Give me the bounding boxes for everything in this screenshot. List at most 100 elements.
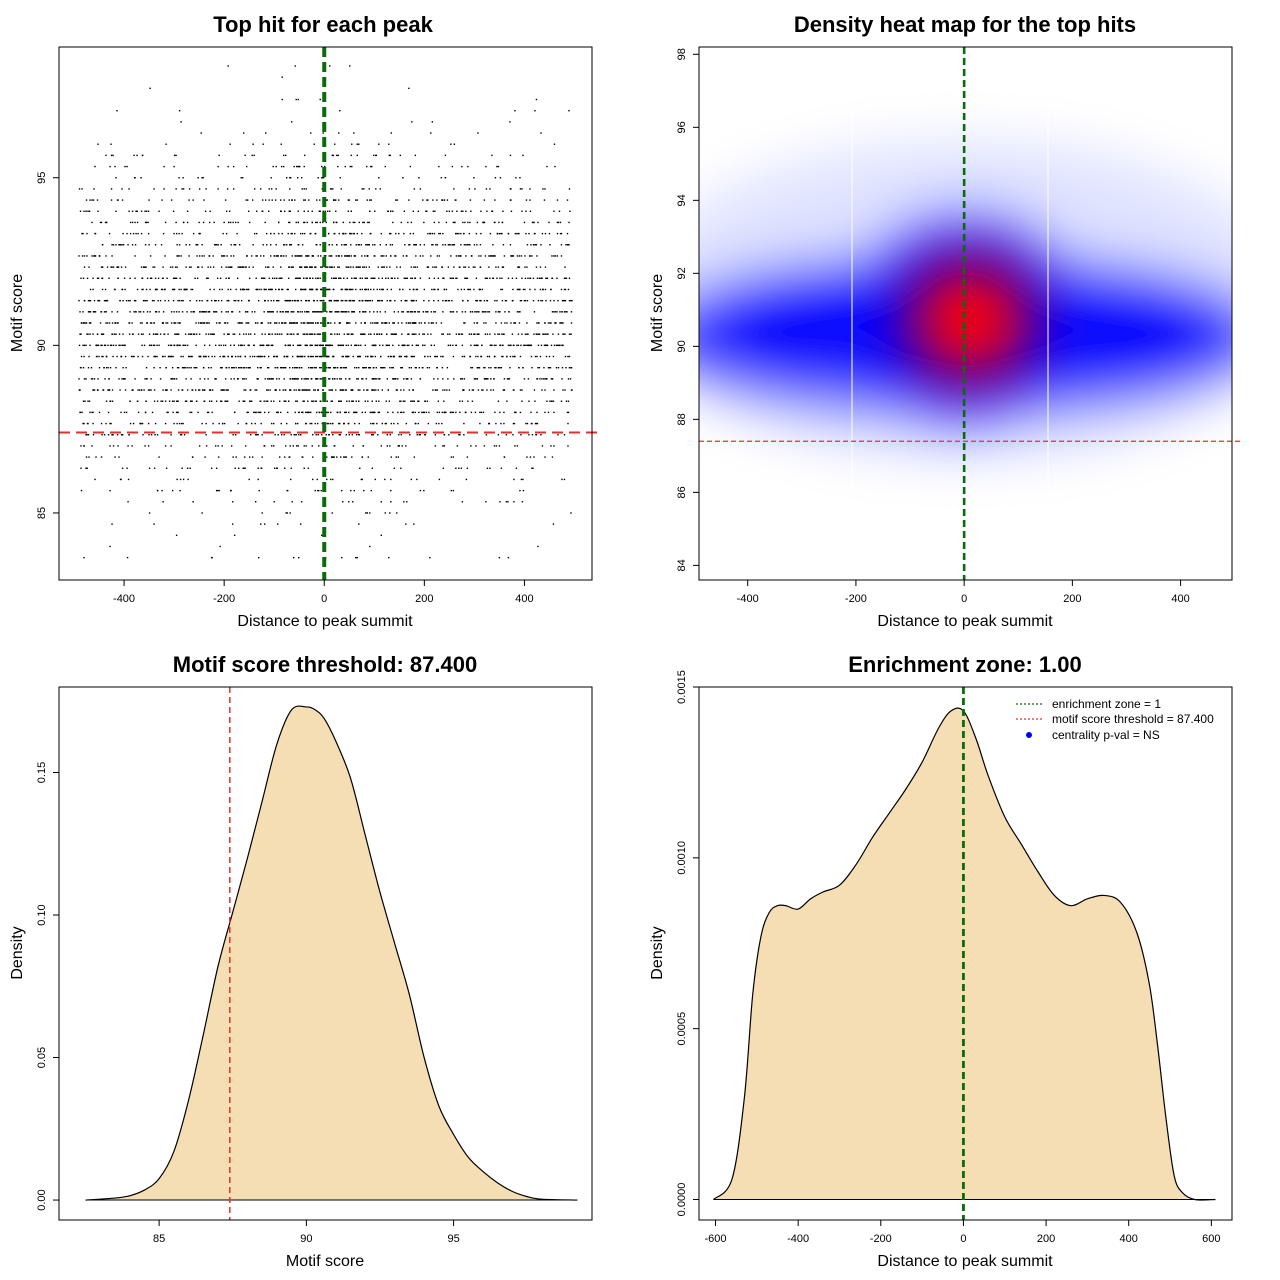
scatter-point	[549, 299, 552, 302]
scatter-point	[483, 445, 486, 447]
scatter-point	[407, 221, 409, 224]
scatter-point	[248, 366, 250, 369]
scatter-point	[382, 288, 385, 291]
scatter-point	[428, 299, 430, 302]
scatter-point	[144, 445, 146, 447]
scatter-point	[364, 299, 366, 302]
scatter-point	[350, 344, 352, 347]
scatter-point	[375, 366, 377, 369]
scatter-point	[297, 165, 299, 168]
scatter-point	[489, 188, 491, 190]
scatter-point	[364, 277, 366, 280]
scatter-point	[295, 378, 297, 380]
scatter-point	[397, 322, 400, 324]
scatter-point	[376, 422, 378, 425]
scatter-point	[392, 210, 394, 212]
scatter-point	[125, 366, 127, 369]
scatter-point	[302, 333, 304, 335]
scatter-point	[426, 210, 428, 212]
scatter-point	[513, 344, 515, 347]
scatter-point	[186, 221, 189, 224]
scatter-point	[89, 322, 92, 324]
scatter-point	[179, 489, 181, 492]
scatter-point	[178, 311, 180, 313]
scatter-point	[326, 199, 328, 201]
scatter-point	[202, 311, 204, 313]
scatter-point	[302, 244, 304, 246]
scatter-point	[502, 244, 505, 246]
scatter-point	[328, 232, 330, 235]
scatter-point	[312, 366, 314, 369]
scatter-point	[287, 232, 289, 235]
scatter-point	[509, 244, 512, 246]
scatter-point	[318, 411, 320, 414]
scatter-point	[109, 165, 111, 168]
scatter-point	[320, 255, 322, 257]
scatter-point	[80, 467, 82, 469]
scatter-point	[469, 288, 472, 291]
scatter-point	[326, 311, 328, 313]
scatter-point	[145, 266, 147, 268]
scatter-point	[245, 422, 248, 425]
scatter-point	[252, 266, 254, 268]
scatter-point	[522, 489, 525, 492]
scatter-point	[363, 489, 365, 492]
scatter-point	[480, 355, 483, 358]
scatter-point	[292, 445, 294, 447]
scatter-point	[465, 210, 467, 212]
scatter-point	[294, 255, 296, 257]
scatter-point	[257, 556, 260, 559]
scatter-point	[358, 244, 360, 246]
scatter-point	[564, 277, 567, 280]
scatter-point	[319, 199, 321, 201]
scatter-point	[428, 277, 431, 280]
scatter-point	[146, 322, 148, 324]
scatter-point	[255, 255, 257, 257]
scatter-point	[429, 355, 432, 358]
scatter-point	[568, 366, 571, 369]
scatter-point	[96, 344, 99, 347]
scatter-point	[340, 456, 342, 458]
scatter-point	[105, 322, 107, 324]
scatter-point	[532, 467, 534, 469]
scatter-point	[358, 355, 360, 358]
scatter-point	[298, 366, 300, 369]
scatter-point	[219, 545, 221, 548]
scatter-point	[253, 333, 256, 335]
scatter-point	[476, 244, 478, 246]
scatter-point	[400, 366, 402, 369]
scatter-point	[331, 333, 333, 335]
scatter-point	[352, 299, 354, 302]
scatter-point	[473, 322, 476, 324]
scatter-point	[131, 221, 134, 224]
scatter-point	[308, 411, 310, 414]
scatter-point	[402, 288, 404, 291]
scatter-point	[542, 188, 544, 190]
scatter-point	[312, 311, 314, 313]
scatter-point	[276, 467, 278, 469]
scatter-point	[188, 188, 191, 190]
scatter-point	[248, 266, 250, 268]
scatter-point	[436, 255, 439, 257]
scatter-point	[275, 188, 277, 190]
scatter-point	[431, 232, 434, 235]
scatter-point	[372, 434, 374, 436]
scatter-point	[302, 288, 304, 291]
scatter-point	[459, 400, 461, 402]
scatter-point	[130, 355, 133, 358]
scatter-point	[236, 277, 239, 280]
scatter-point	[278, 277, 280, 280]
scatter-point	[97, 378, 99, 380]
scatter-point	[300, 344, 302, 347]
scatter-point	[291, 501, 293, 503]
scatter-point	[251, 154, 253, 157]
scatter-point	[120, 478, 122, 481]
scatter-point	[489, 344, 492, 347]
scatter-point	[83, 355, 85, 358]
scatter-point	[563, 434, 566, 436]
scatter-point	[512, 422, 515, 425]
scatter-point	[384, 366, 386, 369]
scatter-point	[241, 378, 244, 380]
distance-density-plot-frame	[698, 686, 1233, 1221]
scatter-point	[418, 311, 421, 313]
